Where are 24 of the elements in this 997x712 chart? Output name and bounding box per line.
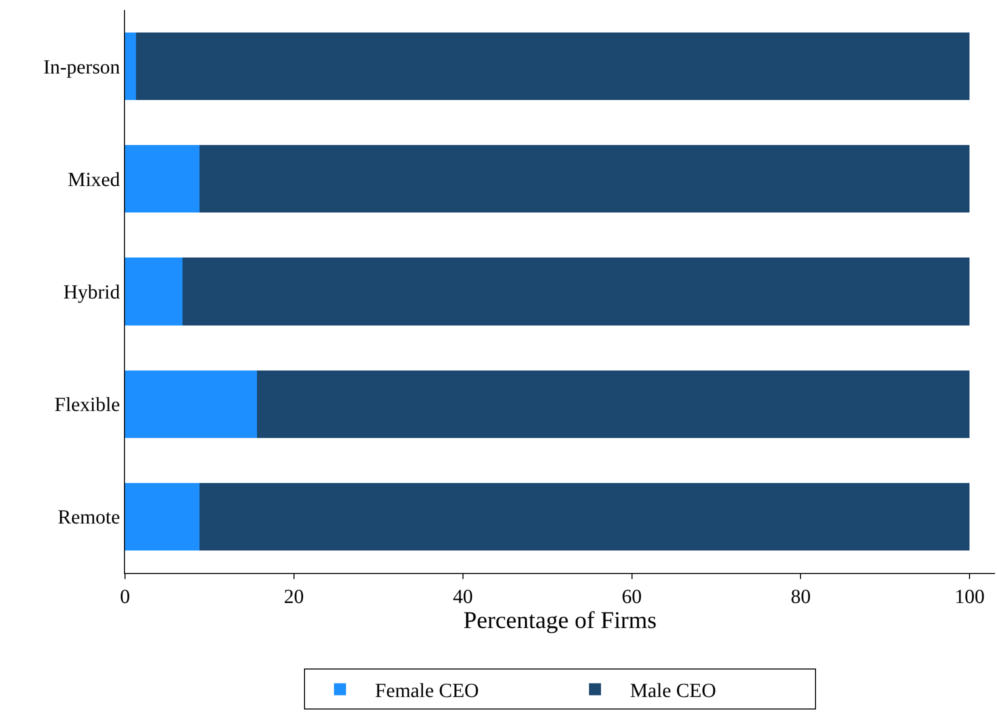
bar bbox=[199, 145, 970, 213]
bar bbox=[182, 258, 970, 326]
bar bbox=[125, 32, 136, 100]
x-tick-label: 20 bbox=[284, 586, 304, 608]
x-tick-label: 40 bbox=[452, 586, 473, 608]
x-tick-label: 0 bbox=[120, 586, 130, 608]
y-tick-label: Remote bbox=[58, 506, 120, 529]
bar bbox=[256, 370, 970, 438]
bar bbox=[125, 370, 257, 438]
bar bbox=[136, 32, 970, 100]
bar bbox=[125, 145, 200, 213]
y-tick-label: Hybrid bbox=[63, 282, 120, 304]
y-tick-label: In-person bbox=[43, 56, 120, 78]
legend-label: Female CEO bbox=[375, 680, 479, 702]
x-tick-label: 60 bbox=[622, 586, 642, 608]
y-tick-label: Mixed bbox=[68, 168, 120, 191]
x-axis-title: Percentage of Firms bbox=[463, 608, 657, 634]
x-tick-label: 80 bbox=[790, 586, 811, 608]
x-tick-label: 100 bbox=[954, 586, 985, 608]
bar bbox=[125, 482, 200, 550]
y-tick-label: Flexible bbox=[54, 394, 120, 416]
bar bbox=[125, 258, 182, 326]
bar bbox=[199, 482, 970, 550]
legend-label: Male CEO bbox=[630, 680, 716, 702]
